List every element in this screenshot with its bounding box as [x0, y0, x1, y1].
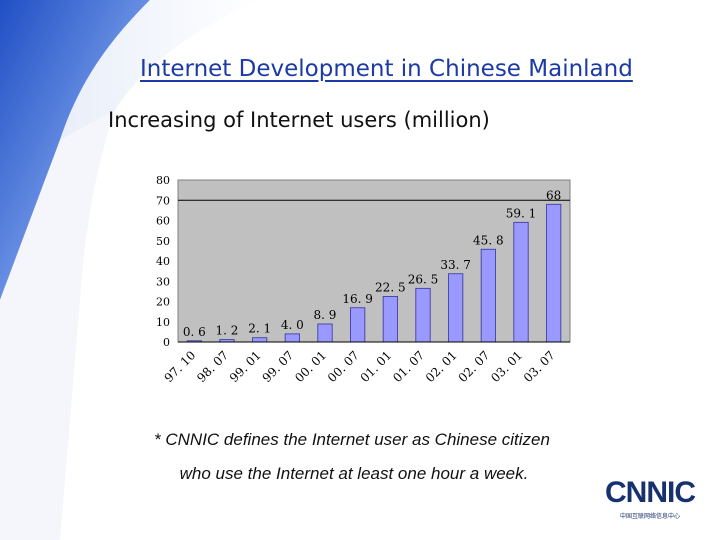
x-tick-label: 01. 07	[390, 348, 427, 385]
data-label: 22. 5	[375, 280, 406, 294]
data-label: 26. 5	[408, 272, 439, 286]
y-tick-label: 30	[156, 275, 170, 288]
footnote-line-2: who use the Internet at least one hour a…	[179, 464, 529, 483]
logo-wordmark: CNNIC	[605, 476, 696, 509]
x-tick-label: 00. 01	[292, 348, 329, 385]
bar	[284, 333, 300, 343]
bar	[513, 221, 529, 343]
bar	[350, 307, 366, 343]
bar	[252, 337, 268, 343]
footnote-line-1: * CNNIC defines the Internet user as Chi…	[154, 430, 550, 449]
bar	[415, 287, 431, 343]
data-label: 16. 9	[342, 292, 373, 306]
x-tick-label: 03. 07	[521, 348, 558, 385]
bar	[382, 296, 398, 343]
data-label: 59. 1	[506, 206, 537, 220]
y-tick-label: 20	[156, 296, 170, 309]
logo-subtext: 中国互联网络信息中心	[619, 513, 680, 520]
y-tick-label: 10	[156, 316, 170, 329]
x-tick-label: 02. 07	[456, 348, 493, 385]
slide-title: Internet Development in Chinese Mainland	[140, 56, 633, 82]
x-tick-label: 98. 07	[194, 348, 231, 385]
data-label: 68	[546, 188, 561, 202]
x-tick-label: 99. 01	[227, 348, 264, 385]
y-tick-label: 60	[156, 215, 170, 228]
x-tick-label: 97. 10	[162, 348, 199, 385]
chart-subtitle: Increasing of Internet users (million)	[108, 108, 490, 132]
y-tick-label: 50	[156, 235, 170, 248]
x-tick-label: 99. 07	[260, 348, 297, 385]
bar-chart: 0 10 20 30 40 50 60 70 80 0. 6 97. 10 1. 2 98. 07 2. …	[156, 174, 571, 385]
bar	[480, 248, 496, 343]
data-label: 33. 7	[440, 258, 471, 272]
bar	[546, 203, 562, 343]
data-label: 45. 8	[473, 233, 504, 247]
y-tick-label: 40	[156, 255, 170, 268]
x-tick-label: 03. 01	[488, 348, 525, 385]
data-label: 8. 9	[314, 308, 337, 322]
data-label: 4. 0	[281, 318, 304, 332]
y-tick-label: 80	[156, 174, 170, 187]
x-tick-label: 01. 01	[358, 348, 395, 385]
y-tick-label: 70	[156, 194, 170, 207]
data-label: 2. 1	[248, 322, 271, 336]
cnnic-logo: CNNIC 中国互联网络信息中心	[598, 476, 702, 528]
x-tick-label: 02. 01	[423, 348, 460, 385]
y-tick-label: 0	[163, 336, 170, 349]
data-label: 0. 6	[183, 325, 206, 339]
plot-area	[177, 179, 571, 343]
bar	[448, 273, 464, 343]
slide-title-container: Internet Development in Chinese Mainland	[140, 56, 680, 90]
data-label: 1. 2	[216, 324, 239, 338]
x-tick-label: 00. 07	[325, 348, 362, 385]
bar	[317, 323, 333, 343]
